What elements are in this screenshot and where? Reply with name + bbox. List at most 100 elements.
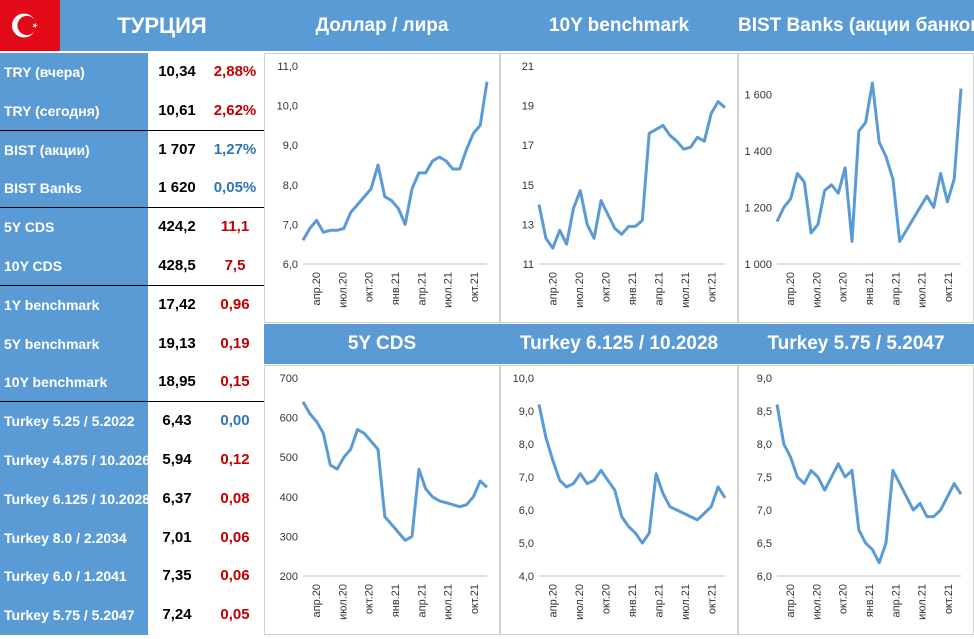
line-chart: 200 300 400 500 600 700 апр.20 июл.20 окт.20 янв.… xyxy=(280,373,489,620)
turkey-flag xyxy=(0,0,60,51)
y-tick-label: 600 xyxy=(280,413,298,425)
group-separator xyxy=(0,129,264,131)
x-tick-label: июл.21 xyxy=(443,584,455,620)
row-value: 6,37 xyxy=(162,489,192,507)
y-tick-label: 5,0 xyxy=(519,538,534,550)
row-label: BIST Banks xyxy=(4,180,82,197)
row-value: 7,24 xyxy=(162,606,192,624)
x-tick-label: окт.21 xyxy=(943,272,955,302)
y-tick-label: 7,0 xyxy=(757,505,772,517)
row-change: 11,1 xyxy=(220,218,250,236)
x-tick-label: июл.21 xyxy=(917,584,929,620)
row-change: 2,62% xyxy=(213,101,257,119)
x-tick-label: июл.21 xyxy=(680,584,692,620)
x-tick-label: янв.21 xyxy=(864,584,876,617)
y-tick-label: 300 xyxy=(280,531,298,543)
row-change: 0,19 xyxy=(220,334,250,352)
x-tick-label: окт.20 xyxy=(838,584,850,614)
y-tick-label: 7,0 xyxy=(283,219,298,231)
row-value: 6,43 xyxy=(162,412,192,430)
row-value: 7,35 xyxy=(162,567,192,585)
y-tick-label: 7,5 xyxy=(757,472,772,484)
x-tick-label: апр.20 xyxy=(785,272,797,305)
row-label: 1Y benchmark xyxy=(4,296,100,313)
chart-title: Доллар / лира xyxy=(315,15,449,36)
chart-title-band-bottom xyxy=(264,324,974,364)
group-separator xyxy=(0,207,264,209)
y-tick-label: 19 xyxy=(522,101,534,113)
row-label: 5Y CDS xyxy=(4,219,55,236)
row-value: 10,34 xyxy=(158,63,196,80)
y-tick-label: 6,0 xyxy=(519,505,534,517)
row-value: 17,42 xyxy=(158,295,196,313)
x-tick-label: апр.21 xyxy=(654,584,666,617)
x-tick-label: окт.21 xyxy=(469,584,481,614)
chart-title: 10Y benchmark xyxy=(548,15,690,36)
y-tick-label: 13 xyxy=(522,219,534,231)
y-tick-label: 6,0 xyxy=(757,571,772,583)
row-label: Turkey 6.0 / 1.2041 xyxy=(4,568,127,585)
y-tick-label: 6,5 xyxy=(757,538,772,550)
x-tick-label: апр.21 xyxy=(890,272,902,305)
row-change: 0,96 xyxy=(220,295,250,313)
y-tick-label: 1 600 xyxy=(744,89,772,101)
y-tick-label: 9,0 xyxy=(757,373,772,385)
row-label: 10Y CDS xyxy=(4,258,63,274)
x-tick-label: июл.20 xyxy=(811,272,823,308)
series-line xyxy=(537,404,727,545)
series-line xyxy=(775,404,963,565)
x-tick-label: июл.21 xyxy=(443,272,455,308)
row-change: 2,88% xyxy=(213,63,257,80)
row-change: 0,12 xyxy=(220,451,250,468)
row-label: Turkey 5.25 / 5.2022 xyxy=(4,413,135,430)
x-tick-label: апр.21 xyxy=(416,272,428,305)
line-chart: 1 000 1 200 1 400 1 600 апр.20 июл.20 окт.20 ян… xyxy=(744,81,963,308)
y-tick-label: 500 xyxy=(280,452,298,464)
x-tick-label: окт.20 xyxy=(364,272,376,302)
page-title: ТУРЦИЯ xyxy=(60,0,264,51)
y-tick-label: 11 xyxy=(523,259,534,271)
x-tick-label: июл.21 xyxy=(917,272,929,308)
y-tick-label: 8,5 xyxy=(757,406,772,418)
x-tick-label: окт.20 xyxy=(600,584,612,614)
row-value: 5,94 xyxy=(162,451,192,468)
chart-title: Turkey 6.125 / 10.2028 xyxy=(519,333,719,354)
y-tick-label: 7,0 xyxy=(519,472,534,484)
y-tick-label: 1 000 xyxy=(744,259,772,271)
chart-panel: 4,0 5,0 6,0 7,0 8,0 9,0 10,0 апр.20 июл.20 окт.20… xyxy=(500,365,738,635)
line-chart: 11 13 15 17 19 21 апр.20 июл.20 окт.20 янв.21 апр.… xyxy=(522,61,726,308)
row-label: 5Y benchmark xyxy=(4,335,100,352)
y-tick-label: 9,0 xyxy=(519,406,534,418)
chart-panel: 200 300 400 500 600 700 апр.20 июл.20 окт.20 янв.… xyxy=(264,365,500,635)
y-tick-label: 9,0 xyxy=(283,140,298,152)
turkey-flag-icon xyxy=(12,13,38,38)
row-label: Turkey 4.875 / 10.2026 xyxy=(4,452,151,468)
y-tick-label: 10,0 xyxy=(513,373,534,385)
row-change: 1,27% xyxy=(213,140,257,158)
row-change: 0,05% xyxy=(213,179,257,197)
row-label: 10Y benchmark xyxy=(4,374,108,391)
chart-panel: 1 000 1 200 1 400 1 600 апр.20 июл.20 окт.20 ян… xyxy=(738,53,974,323)
row-label: TRY (сегодня) xyxy=(4,102,100,119)
row-label: Turkey 8.0 / 2.2034 xyxy=(4,529,127,546)
x-tick-label: июл.20 xyxy=(337,584,349,620)
row-value: 1 620 xyxy=(158,179,196,197)
y-tick-label: 8,0 xyxy=(283,180,298,192)
table-label-column xyxy=(0,53,148,635)
x-tick-label: янв.21 xyxy=(627,584,639,617)
row-value: 10,61 xyxy=(158,101,196,119)
y-tick-label: 15 xyxy=(522,180,534,192)
chart-panel: 6,0 7,0 8,0 9,0 10,0 11,0 апр.20 июл.20 окт.20 ян… xyxy=(264,53,500,323)
chart-panel: 11 13 15 17 19 21 апр.20 июл.20 окт.20 янв.21 апр.… xyxy=(500,53,738,323)
row-value: 424,2 xyxy=(158,218,196,236)
x-tick-label: окт.21 xyxy=(707,584,719,614)
y-tick-label: 1 400 xyxy=(744,146,772,158)
x-tick-label: июл.21 xyxy=(680,272,692,308)
row-value: 1 707 xyxy=(158,140,196,158)
y-tick-label: 11,0 xyxy=(277,61,298,73)
x-tick-label: окт.21 xyxy=(707,272,719,302)
row-value: 7,01 xyxy=(162,528,192,546)
x-tick-label: июл.20 xyxy=(811,584,823,620)
x-tick-label: июл.20 xyxy=(574,272,586,308)
y-tick-label: 8,0 xyxy=(757,439,772,451)
